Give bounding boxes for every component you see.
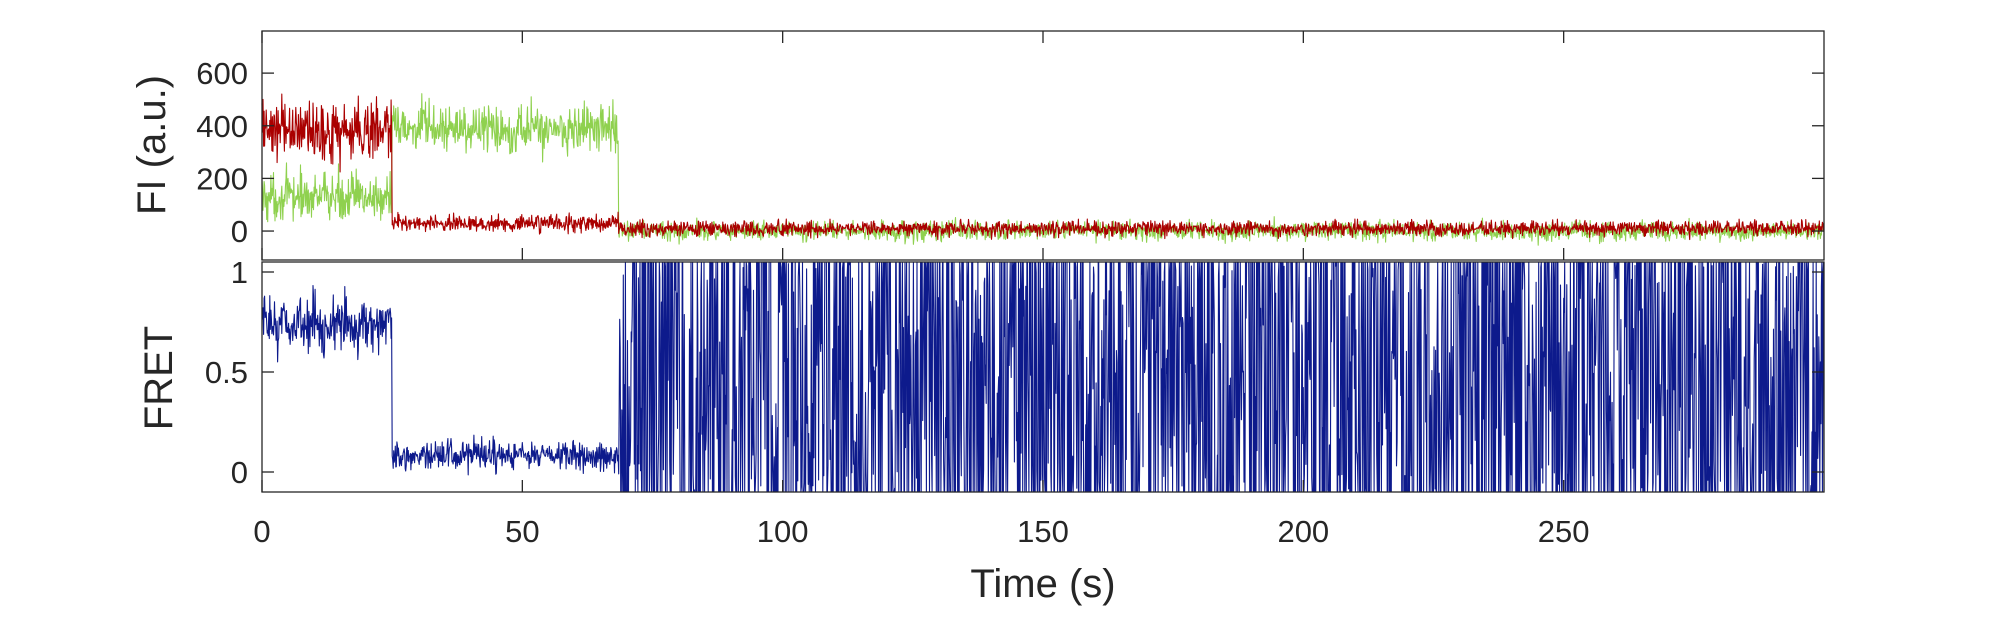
y-tick-label: 200 [196,161,248,196]
trace-series-1 [261,93,1825,241]
fret-traces [261,261,1825,493]
x-tick-label: 100 [757,514,809,549]
fret-panel: 00.51 0 50 100 150 200 250 FRET Time (s) [137,31,1825,606]
x-tick-label: 50 [505,514,539,549]
x-tick-label: 200 [1277,514,1329,549]
y-tick-label: 600 [196,56,248,91]
fret-y-ticks: 00.51 [205,255,1824,490]
intensity-panel: 0 200 400 600 FI (a.u.) [130,30,1825,261]
y-tick-label: 0 [231,455,248,490]
y-tick-label: 1 [231,255,248,290]
y-tick-label: 0 [231,214,248,249]
trace-series-0 [261,261,1825,493]
intensity-traces [261,93,1825,246]
y-tick-label: 0.5 [205,355,248,390]
time-x-ticks: 0 50 100 150 200 250 [253,31,1590,549]
intensity-y-axis-title: FI (a.u.) [130,75,174,215]
fret-y-axis-title: FRET [137,326,181,430]
time-x-axis-title: Time (s) [970,562,1115,606]
intensity-y-ticks: 0 200 400 600 [196,56,1824,249]
x-tick-label: 150 [1017,514,1069,549]
x-tick-label: 250 [1538,514,1590,549]
x-tick-label: 0 [253,514,270,549]
y-tick-label: 400 [196,109,248,144]
